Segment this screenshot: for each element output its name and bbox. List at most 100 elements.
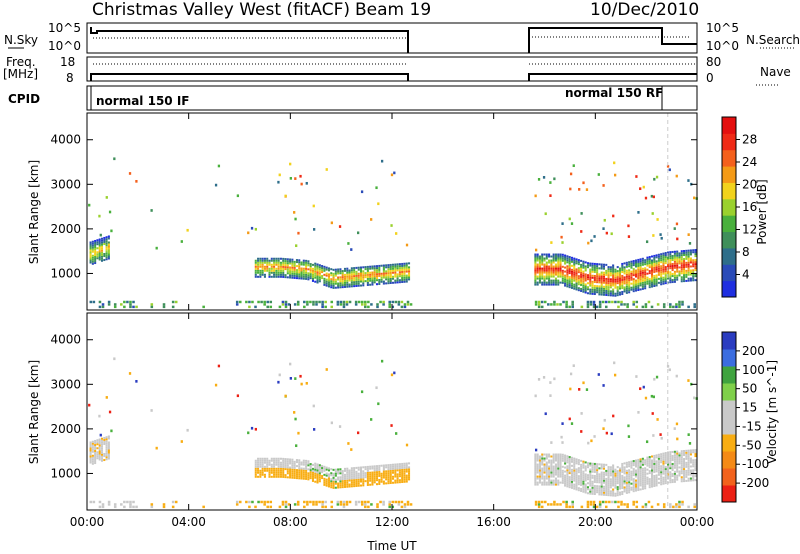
velocity-cell-1742 <box>336 503 340 506</box>
power-cell-1091 <box>600 291 603 294</box>
power-cell-788 <box>548 255 551 258</box>
power-cell-1529 <box>671 269 674 272</box>
power-cell-109 <box>257 263 260 266</box>
velocity-cell-717 <box>536 459 539 462</box>
velocity-cell-744 <box>541 461 544 464</box>
velocity-cell-1011 <box>584 461 587 464</box>
power-cell-610 <box>389 281 392 284</box>
velocity-cell-1499 <box>667 471 670 474</box>
power-cell-1191 <box>616 286 619 289</box>
power-cell-866 <box>561 265 564 268</box>
power-cell-1703 <box>248 305 251 309</box>
power-cell-1774 <box>397 303 401 306</box>
power-cell-451 <box>346 269 349 272</box>
power-cell-195 <box>279 267 282 270</box>
power-cell-94 <box>107 235 110 238</box>
power-cell-1398 <box>650 275 654 278</box>
power-cell-1518 <box>669 263 672 266</box>
velocity-cell-564 <box>375 471 379 474</box>
power-cell-739 <box>541 273 544 276</box>
velocity-cell-850 <box>559 469 562 472</box>
power-cell-1927 <box>644 196 648 200</box>
velocity-cell-804 <box>552 481 555 484</box>
power-cell-336 <box>316 275 319 278</box>
nsearch-tick-bottom: 10^0 <box>706 39 739 53</box>
velocity-cell-172 <box>275 475 278 478</box>
velocity-cell-871 <box>564 484 567 487</box>
power-cell-221 <box>286 268 289 271</box>
velocity-cell-755 <box>543 469 546 472</box>
velocity-cell-1317 <box>637 472 640 475</box>
cpid-segment-1: normal 150 IF <box>96 94 190 108</box>
velocity-cell-1032 <box>589 470 592 473</box>
velocity-cell-6 <box>89 449 92 452</box>
power-cell-1082 <box>598 285 601 288</box>
power-cell-847 <box>559 275 562 278</box>
velocity-cell-1735 <box>321 505 324 509</box>
power-cell-386 <box>330 280 333 283</box>
velocity-cell-1279 <box>630 462 633 465</box>
power-cell-186 <box>277 265 280 268</box>
power-cell-1608 <box>685 273 688 276</box>
velocity-cell-1174 <box>612 464 615 467</box>
velocity-cell-1170 <box>612 472 615 475</box>
velocity-cell-1124 <box>605 483 608 486</box>
power-cell-231 <box>289 268 292 271</box>
power-cell-1369 <box>646 282 649 285</box>
velocity-cell-1620 <box>687 477 690 480</box>
power-cell-1769 <box>388 303 391 306</box>
velocity-cell-1208 <box>618 475 622 478</box>
velocity-cell-982 <box>580 463 583 466</box>
power-cell-1066 <box>596 287 599 290</box>
power-cell-912 <box>568 258 571 261</box>
power-cell-1560 <box>676 260 679 263</box>
velocity-cell-659 <box>401 472 404 475</box>
velocity-cell-826 <box>554 463 557 466</box>
velocity-cell-606 <box>387 470 390 473</box>
power-cell-1391 <box>648 258 651 261</box>
velocity-cell-1052 <box>593 489 596 492</box>
velocity-cell-15 <box>91 454 94 457</box>
velocity-cell-653 <box>398 465 401 468</box>
velocity-cell-563 <box>375 473 379 476</box>
velocity-cell-689 <box>408 468 411 471</box>
power-cell-57 <box>100 251 104 254</box>
velocity-cell-1443 <box>657 465 660 468</box>
power-cell-1230 <box>623 282 626 285</box>
velocity-cell-1090 <box>600 493 603 496</box>
velocity-cell-1603 <box>683 454 686 457</box>
velocity-cell-1465 <box>662 482 665 485</box>
velocity-cell-1238 <box>623 462 626 465</box>
power-cell-1609 <box>685 271 688 274</box>
velocity-cell-1695 <box>171 505 175 509</box>
velocity-cell-1858 <box>660 436 663 440</box>
power-cell-457 <box>348 275 351 278</box>
power-cell-253 <box>293 262 296 265</box>
velocity-cell-1017 <box>586 476 590 479</box>
power-cell-977 <box>580 273 583 276</box>
power-cell-1334 <box>639 268 642 271</box>
power-cell-1477 <box>662 256 665 259</box>
velocity-cell-1572 <box>678 458 681 461</box>
power-cell-724 <box>538 275 541 278</box>
power-cell-1914 <box>293 211 296 214</box>
power-cell-539 <box>369 267 372 270</box>
velocity-cell-1571 <box>678 460 681 463</box>
velocity-cell-1403 <box>650 465 654 468</box>
power-cell-444 <box>346 283 349 286</box>
velocity-cell-1685 <box>129 505 132 509</box>
velocity-cell-90 <box>107 445 110 448</box>
power-cell-549 <box>371 265 374 268</box>
power-cell-393 <box>332 282 335 285</box>
power-cell-51 <box>98 240 101 243</box>
velocity-cell-1849 <box>678 503 681 506</box>
power-cell-1153 <box>609 280 612 283</box>
power-cell-883 <box>564 254 567 257</box>
power-cell-1506 <box>667 257 670 260</box>
velocity-cell-21 <box>91 440 94 443</box>
velocity-cell-1407 <box>650 455 654 458</box>
velocity-cell-715 <box>536 465 539 468</box>
power-cell-1958 <box>150 209 153 212</box>
velocity-cell-1720 <box>284 500 288 504</box>
velocity-cell-782 <box>548 471 551 474</box>
